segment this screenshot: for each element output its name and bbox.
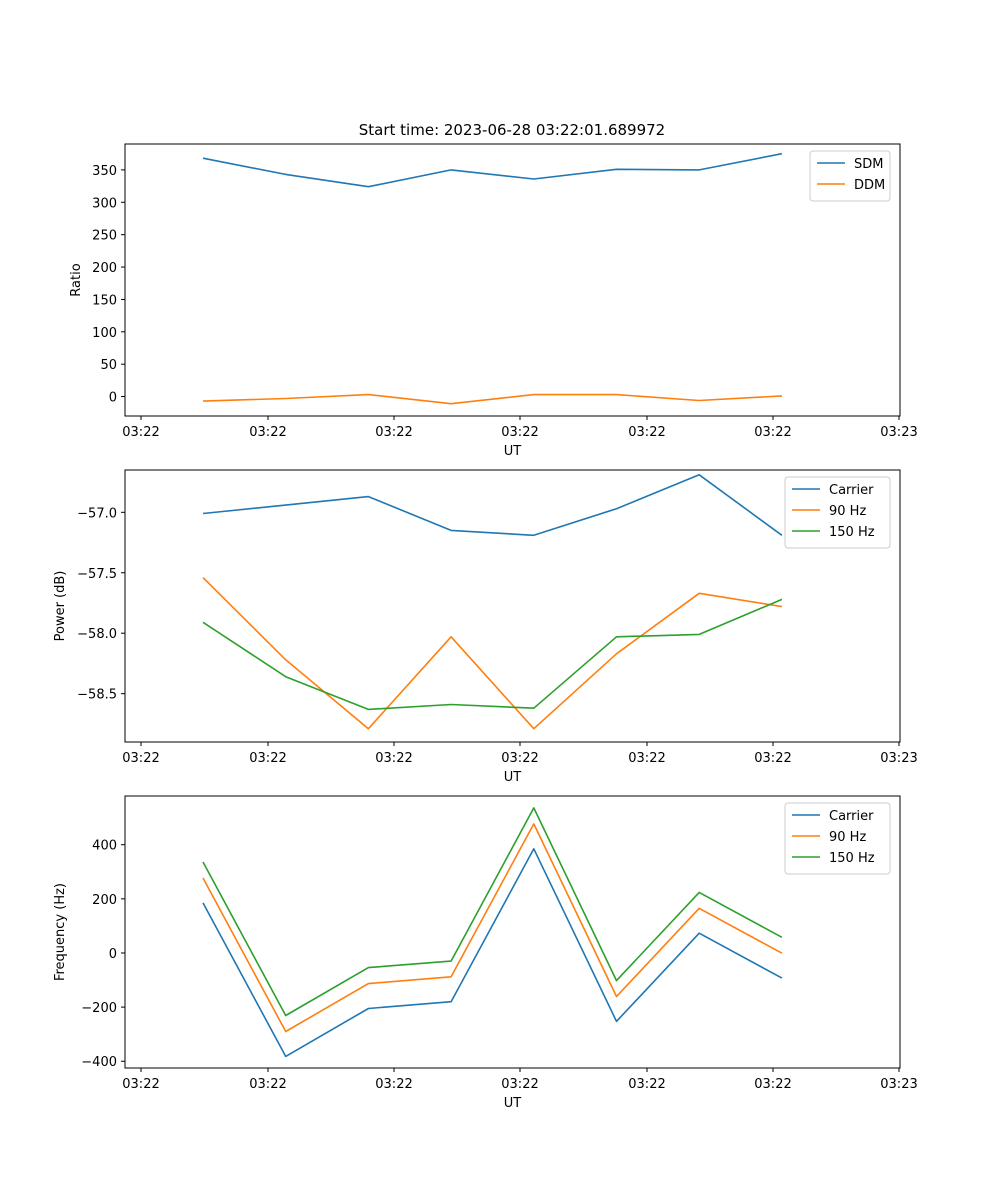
x-tick-label: 03:22 xyxy=(501,425,538,440)
x-tick-label: 03:22 xyxy=(375,751,412,766)
legend-label: 150 Hz xyxy=(829,525,875,540)
panel-3: 03:22 03:22 03:22 03:22 03:22 03:22 03:23 −400 −… xyxy=(53,795,918,1111)
panel-2: 03:22 03:22 03:22 03:22 03:22 03:22 03:23 −58.5… xyxy=(53,469,918,785)
y-tick-label: −200 xyxy=(81,1001,117,1016)
legend: Carrier 90 Hz 150 Hz xyxy=(784,476,891,549)
y-tick-label: −58.5 xyxy=(77,688,117,703)
legend: Carrier 90 Hz 150 Hz xyxy=(784,802,891,875)
y-tick-label: 100 xyxy=(92,326,117,341)
x-axis-label: UT xyxy=(504,770,522,785)
chart-title: Start time: 2023-06-28 03:22:01.689972 xyxy=(359,121,665,139)
y-tick-label: −57.0 xyxy=(77,506,117,521)
x-tick-label: 03:22 xyxy=(249,751,286,766)
x-tick-label: 03:22 xyxy=(628,751,665,766)
y-tick-label: 50 xyxy=(100,358,117,373)
x-axis-label: UT xyxy=(504,1096,522,1111)
y-tick-label: −58.0 xyxy=(77,627,117,642)
y-tick-label: −57.5 xyxy=(77,567,117,582)
legend-label: 90 Hz xyxy=(829,830,866,845)
series-line-carrier xyxy=(202,473,783,537)
series-line-150-hz xyxy=(202,598,783,711)
series-line-ddm xyxy=(202,393,782,405)
x-tick-label: 03:22 xyxy=(501,751,538,766)
legend-label: 90 Hz xyxy=(829,504,866,519)
panels: 03:22 03:22 03:22 03:22 03:22 03:22 03:23 0 50 10… xyxy=(53,143,918,1111)
series-line-90-hz xyxy=(202,823,783,1033)
y-tick-label: 200 xyxy=(92,261,117,276)
x-tick-label: 03:22 xyxy=(122,425,159,440)
y-tick-label: 300 xyxy=(92,196,117,211)
y-tick-label: 250 xyxy=(92,229,117,244)
y-tick-label: −400 xyxy=(81,1055,117,1070)
x-tick-label: 03:23 xyxy=(880,1077,917,1092)
x-tick-label: 03:22 xyxy=(375,1077,412,1092)
x-tick-label: 03:22 xyxy=(375,425,412,440)
legend-label: Carrier xyxy=(829,483,874,498)
axes-frame xyxy=(124,795,901,1069)
x-tick-label: 03:22 xyxy=(628,1077,665,1092)
series-line-90-hz xyxy=(202,577,783,730)
legend-label: Carrier xyxy=(829,809,874,824)
y-tick-label: 350 xyxy=(92,164,117,179)
x-tick-label: 03:22 xyxy=(122,751,159,766)
legend-label: 150 Hz xyxy=(829,851,875,866)
x-tick-label: 03:23 xyxy=(880,751,917,766)
x-tick-label: 03:22 xyxy=(122,1077,159,1092)
y-tick-label: 400 xyxy=(92,839,117,854)
x-axis-label: UT xyxy=(504,444,522,459)
axes-frame xyxy=(124,143,901,417)
series-line-carrier xyxy=(202,847,783,1058)
legend-label: DDM xyxy=(854,178,885,193)
y-tick-label: 0 xyxy=(109,947,117,962)
x-tick-label: 03:22 xyxy=(249,1077,286,1092)
y-axis-label: Frequency (Hz) xyxy=(53,883,68,981)
legend: SDM DDM xyxy=(809,150,891,202)
y-axis-label: Power (dB) xyxy=(53,571,68,642)
x-tick-label: 03:22 xyxy=(754,1077,791,1092)
y-axis-label: Ratio xyxy=(69,263,84,296)
x-tick-label: 03:22 xyxy=(501,1077,538,1092)
y-tick-label: 150 xyxy=(92,293,117,308)
x-tick-label: 03:22 xyxy=(628,425,665,440)
legend-label: SDM xyxy=(854,157,883,172)
series-line-150-hz xyxy=(202,807,783,1017)
x-tick-label: 03:22 xyxy=(754,425,791,440)
x-tick-label: 03:22 xyxy=(249,425,286,440)
y-tick-label: 0 xyxy=(109,391,117,406)
x-tick-label: 03:23 xyxy=(880,425,917,440)
panel-1: 03:22 03:22 03:22 03:22 03:22 03:22 03:23 0 50 10… xyxy=(69,143,918,459)
x-tick-label: 03:22 xyxy=(754,751,791,766)
y-tick-label: 200 xyxy=(92,893,117,908)
axes-frame xyxy=(124,469,901,743)
series-line-sdm xyxy=(202,152,783,188)
